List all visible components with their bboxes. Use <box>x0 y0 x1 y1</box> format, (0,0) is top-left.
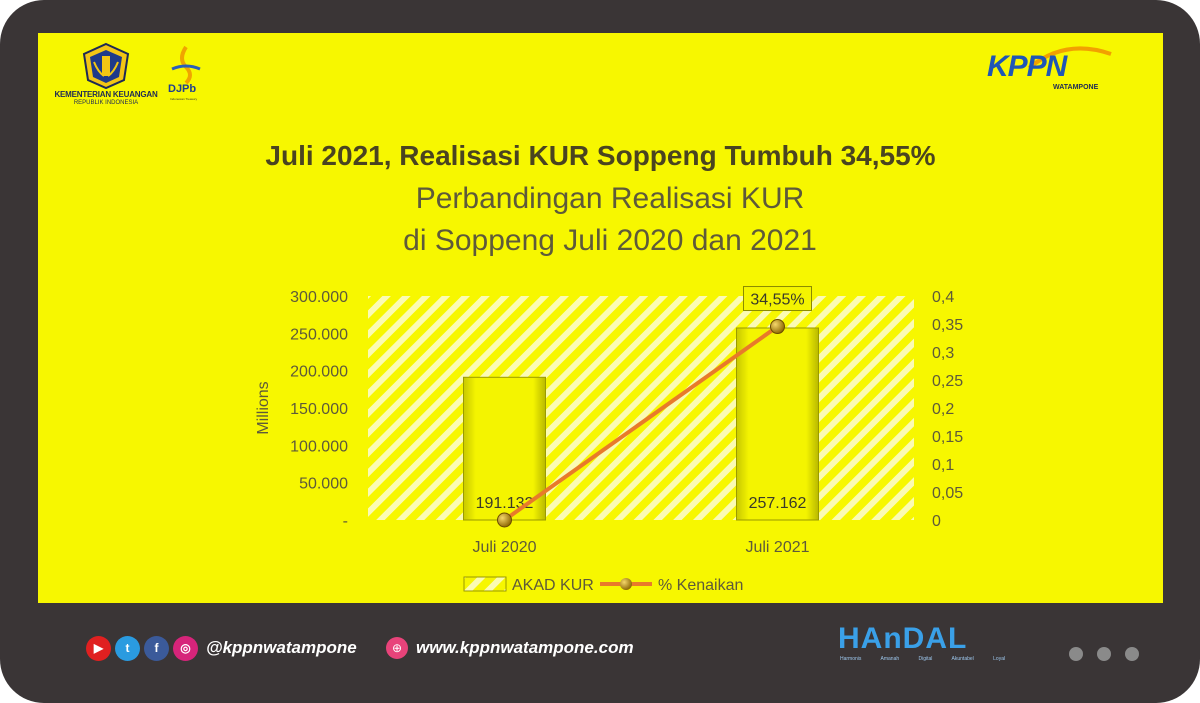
y-tick-label: 300.000 <box>290 289 348 306</box>
kppn-text: KPPN <box>987 50 1067 83</box>
y2-tick-label: 0,15 <box>932 429 963 446</box>
x-tick-label: Juli 2020 <box>472 539 536 556</box>
djpb-text: DJPb <box>168 83 197 95</box>
handal-logo: HAnDAL Harmonis Amanah Digital Akuntabel… <box>838 622 1008 666</box>
y2-tick-label: 0,35 <box>932 317 963 334</box>
chart-title-line2: di Soppeng Juli 2020 dan 2021 <box>403 224 817 257</box>
line-point <box>770 319 785 335</box>
x-tick-label: Juli 2021 <box>745 539 809 556</box>
kppn-subtext: WATAMPONE <box>1053 84 1099 91</box>
facebook-icon[interactable]: f <box>144 636 169 661</box>
kur-chart: 300.000 250.000 200.000 150.000 100.000 50.00… <box>255 286 963 594</box>
y-tick-label: 250.000 <box>290 326 348 343</box>
menu-dot-icon <box>1097 647 1111 661</box>
menu-dot-icon <box>1125 647 1139 661</box>
line-point <box>497 512 512 528</box>
y2-tick-label: 0,2 <box>932 401 954 418</box>
chart-title-line1: Perbandingan Realisasi KUR <box>415 182 805 215</box>
legend-marker-kenaikan <box>620 578 632 590</box>
y-tick-label: 100.000 <box>290 438 348 455</box>
instagram-icon[interactable]: ◎ <box>173 636 198 661</box>
y2-tick-label: 0,05 <box>932 485 963 502</box>
social-handle[interactable]: @kppnwatampone <box>206 638 357 657</box>
line-kenaikan <box>503 324 779 522</box>
djpb-subtext: Indonesian Treasury <box>170 97 198 101</box>
handal-subtext: Harmonis Amanah Digital Akuntabel Loyal <box>840 656 1006 662</box>
youtube-icon[interactable]: ▶ <box>86 636 111 661</box>
y-tick-label: 50.000 <box>299 476 348 493</box>
kemenkeu-line1: KEMENTERIAN KEUANGAN <box>54 90 158 99</box>
y-tick-label: 150.000 <box>290 401 348 418</box>
y-tick-label: 200.000 <box>290 364 348 381</box>
djpb-logo: DJPb Indonesian Treasury <box>164 45 210 107</box>
kppn-swoosh-icon <box>1027 46 1112 70</box>
y2-tick-label: 0,25 <box>932 373 963 390</box>
y-tick-label: - <box>343 513 348 530</box>
bar-data-label: 257.162 <box>749 495 807 512</box>
globe-icon: ⊕ <box>386 637 408 659</box>
y2-tick-label: 0,4 <box>932 289 954 306</box>
kemenkeu-line2: REPUBLIK INDONESIA <box>73 100 139 106</box>
chart-title: Perbandingan Realisasi KUR di Soppeng Ju… <box>340 178 880 262</box>
kppn-logo: KPPN WATAMPONE <box>985 42 1120 92</box>
website-link[interactable]: www.kppnwatampone.com <box>416 638 634 657</box>
y-axis-label: Millions <box>255 381 272 434</box>
kemenkeu-emblem-icon <box>82 42 130 90</box>
line-data-label: 34,55% <box>750 292 804 309</box>
legend-label-kenaikan: % Kenaikan <box>658 577 743 594</box>
y2-tick-label: 0 <box>932 513 941 530</box>
plot-area <box>368 296 914 520</box>
twitter-icon[interactable]: t <box>115 636 140 661</box>
menu-dot-icon <box>1069 647 1083 661</box>
djpb-mark-icon <box>171 45 201 85</box>
legend-label-akad-kur: AKAD KUR <box>512 577 594 594</box>
kemenkeu-logo: KEMENTERIAN KEUANGAN REPUBLIK INDONESIA <box>54 42 158 112</box>
line-label-box <box>743 286 812 312</box>
legend-swatch-akad-kur <box>463 576 507 592</box>
page-headline: Juli 2021, Realisasi KUR Soppeng Tumbuh … <box>265 140 936 171</box>
y2-tick-label: 0,3 <box>932 345 954 362</box>
bar-akad-kur <box>736 327 819 521</box>
handal-text: HAnDAL <box>838 622 968 655</box>
y2-tick-label: 0,1 <box>932 457 954 474</box>
